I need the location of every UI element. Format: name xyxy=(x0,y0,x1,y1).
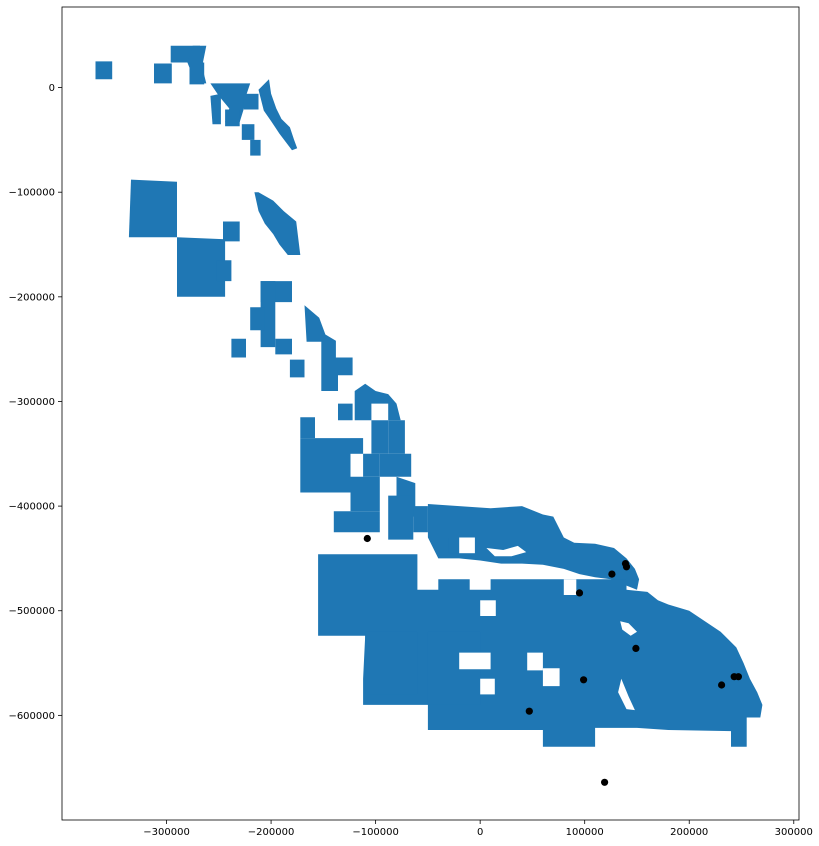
hole-h8 xyxy=(563,579,577,595)
y-tick-label: −500000 xyxy=(8,606,55,617)
region-r10 xyxy=(241,124,255,140)
y-tick-label: −100000 xyxy=(8,188,55,199)
region-r15 xyxy=(254,192,301,255)
data-point-5 xyxy=(622,563,631,571)
region-r31 xyxy=(350,438,364,454)
hole-h10 xyxy=(618,678,635,711)
region-r6 xyxy=(210,83,257,123)
region-r22 xyxy=(275,338,292,355)
region-r19 xyxy=(260,281,276,348)
region-r7 xyxy=(210,93,221,125)
region-r32 xyxy=(363,453,380,477)
region-r11 xyxy=(258,79,298,151)
region-r1 xyxy=(95,61,113,80)
x-tick-label: −300000 xyxy=(143,827,190,838)
region-r9 xyxy=(225,109,240,127)
y-axis: 0 −100000 −200000 −300000 −400000 −500000 −600… xyxy=(8,83,62,722)
hole-h9 xyxy=(486,545,527,557)
data-point-10 xyxy=(734,673,743,681)
holes-layer xyxy=(415,537,637,711)
region-r35 xyxy=(379,453,412,477)
x-tick-label: −100000 xyxy=(352,827,399,838)
data-point-1 xyxy=(363,534,371,543)
y-tick-label: −200000 xyxy=(8,292,55,303)
region-r2 xyxy=(154,63,172,84)
hole-h5 xyxy=(527,652,543,671)
hole-h4 xyxy=(459,652,491,670)
region-r30 xyxy=(300,438,351,493)
region-r21 xyxy=(231,338,246,358)
hole-h6 xyxy=(542,668,560,687)
x-tick-label: 300000 xyxy=(775,827,813,838)
region-r34 xyxy=(388,420,405,454)
hole-h2 xyxy=(415,537,428,554)
region-r28 xyxy=(338,403,353,421)
region-r27 xyxy=(354,383,401,421)
data-point-8 xyxy=(718,681,726,689)
data-point-6 xyxy=(632,644,640,653)
regions-layer xyxy=(95,45,763,747)
region-r20 xyxy=(250,307,265,331)
y-tick-label: −600000 xyxy=(8,711,55,722)
hole-h1 xyxy=(459,537,475,554)
x-tick-label: 200000 xyxy=(670,827,708,838)
region-r5 xyxy=(187,45,207,84)
hole-h11 xyxy=(620,621,637,636)
data-point-12 xyxy=(601,778,609,786)
region-r38 xyxy=(333,511,380,533)
x-axis: −300000 −200000 −100000 0 100000 200000 300000 xyxy=(143,820,813,838)
region-r24 xyxy=(304,305,336,358)
hole-h7 xyxy=(480,678,495,695)
y-tick-label: −400000 xyxy=(8,502,55,513)
region-r40 xyxy=(413,506,428,533)
x-tick-label: 0 xyxy=(477,827,483,838)
data-point-3 xyxy=(608,570,616,578)
region-r8 xyxy=(243,93,259,110)
region-r16 xyxy=(223,221,240,242)
data-point-11 xyxy=(525,707,533,715)
x-tick-label: 100000 xyxy=(566,827,604,838)
y-tick-label: −300000 xyxy=(8,397,55,408)
region-r14 xyxy=(177,237,226,297)
region-r13 xyxy=(128,179,177,238)
region-r25 xyxy=(321,357,338,391)
region-r23 xyxy=(289,359,305,378)
region-r29 xyxy=(300,417,315,439)
region-r44 xyxy=(427,631,481,705)
region-r33 xyxy=(371,420,389,454)
points-layer xyxy=(363,534,743,786)
region-r41 xyxy=(427,504,640,590)
hole-h3 xyxy=(480,600,496,616)
region-r39 xyxy=(388,495,414,540)
region-r36 xyxy=(350,476,380,512)
region-r26 xyxy=(338,357,353,376)
region-r12 xyxy=(250,139,261,156)
x-tick-label: −200000 xyxy=(248,827,295,838)
region-r17 xyxy=(216,260,232,282)
data-point-2 xyxy=(575,589,584,597)
region-r45 xyxy=(448,537,460,554)
region-r43 xyxy=(365,631,418,695)
data-point-7 xyxy=(580,676,588,684)
y-tick-label: 0 xyxy=(49,83,55,94)
